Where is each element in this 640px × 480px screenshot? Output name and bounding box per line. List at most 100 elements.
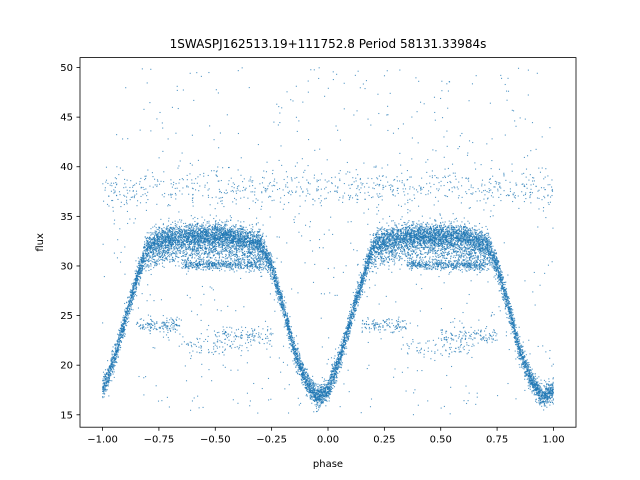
data-point	[339, 349, 341, 351]
data-point	[183, 229, 186, 231]
data-point	[134, 291, 136, 293]
data-point	[360, 287, 362, 289]
data-point	[480, 236, 482, 238]
data-point	[199, 229, 201, 231]
data-point	[419, 240, 421, 242]
data-point	[552, 378, 554, 380]
data-point	[207, 239, 209, 241]
data-point	[450, 227, 452, 229]
data-point	[461, 234, 463, 236]
data-point	[114, 365, 116, 367]
data-point	[369, 253, 372, 255]
data-point	[264, 266, 266, 268]
data-point	[376, 244, 378, 246]
data-point	[174, 246, 176, 248]
data-point	[295, 351, 297, 353]
data-point	[524, 360, 526, 362]
data-point	[441, 229, 443, 232]
data-point	[333, 370, 335, 372]
data-point	[154, 234, 156, 236]
data-point	[293, 346, 295, 348]
data-point	[484, 236, 486, 238]
data-point	[272, 262, 274, 264]
data-point	[246, 229, 248, 231]
data-point	[463, 243, 465, 245]
data-point	[400, 218, 402, 220]
data-point	[287, 333, 289, 335]
data-point	[466, 230, 468, 232]
data-point	[231, 225, 233, 227]
data-point	[251, 248, 253, 250]
data-point	[543, 397, 545, 399]
data-point	[488, 268, 490, 270]
data-point	[110, 373, 112, 375]
data-point	[178, 228, 180, 230]
data-point	[413, 243, 415, 245]
data-point	[312, 388, 314, 390]
data-point	[530, 374, 532, 376]
data-point	[402, 237, 404, 239]
data-point	[235, 224, 237, 226]
data-point	[349, 327, 351, 329]
data-point	[227, 232, 229, 234]
data-point	[333, 368, 335, 370]
data-point	[310, 397, 312, 399]
data-point	[412, 235, 414, 237]
data-point	[540, 401, 542, 403]
data-point	[223, 234, 225, 236]
data-point	[457, 231, 459, 233]
data-point	[185, 225, 187, 227]
data-point	[157, 232, 159, 234]
data-point	[343, 352, 345, 354]
data-point	[260, 253, 262, 255]
data-point	[279, 299, 281, 302]
data-point	[448, 238, 450, 240]
data-point	[442, 233, 444, 235]
data-point	[451, 242, 454, 244]
data-point	[350, 313, 352, 315]
data-point	[261, 244, 263, 246]
data-point	[237, 237, 239, 239]
data-point	[354, 297, 356, 299]
data-point	[506, 294, 508, 296]
data-point	[234, 233, 236, 235]
data-point	[472, 240, 474, 242]
data-point	[256, 248, 258, 251]
data-point	[136, 276, 138, 278]
data-point	[244, 241, 246, 243]
data-point	[197, 249, 199, 251]
data-point	[409, 227, 411, 229]
data-point	[169, 245, 171, 247]
data-point	[296, 373, 299, 375]
data-point	[186, 248, 188, 250]
data-point	[499, 265, 501, 267]
data-point	[451, 239, 453, 241]
data-point	[362, 258, 365, 260]
data-point	[250, 234, 252, 236]
data-point	[151, 247, 153, 249]
data-point	[134, 281, 137, 283]
data-point	[266, 269, 269, 272]
data-point	[414, 237, 416, 239]
data-point	[547, 401, 549, 403]
data-point	[474, 228, 476, 231]
data-point	[545, 401, 547, 403]
data-point	[131, 303, 133, 305]
data-point	[127, 314, 129, 316]
data-point	[198, 229, 200, 232]
data-point	[461, 229, 463, 231]
data-point	[541, 382, 543, 385]
data-point	[255, 236, 257, 238]
data-point	[108, 375, 110, 377]
data-point	[439, 229, 441, 231]
data-point	[109, 376, 111, 378]
data-point	[406, 245, 408, 248]
data-point	[504, 302, 506, 304]
data-point	[275, 279, 277, 281]
data-point	[145, 245, 147, 247]
data-point	[529, 369, 531, 371]
data-point	[396, 239, 398, 241]
data-point	[274, 285, 277, 288]
data-point	[279, 298, 281, 300]
data-point	[196, 243, 198, 245]
